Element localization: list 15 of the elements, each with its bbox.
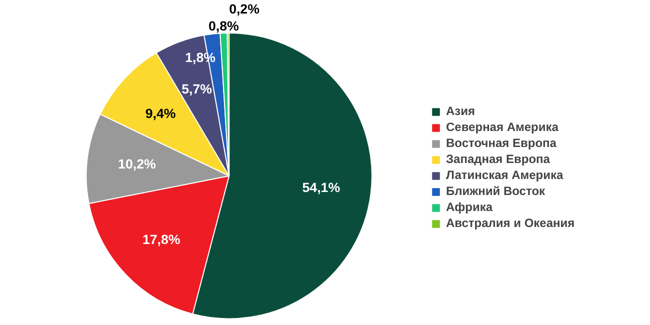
legend-label: Азия (446, 104, 476, 118)
legend-label: Северная Америка (446, 120, 558, 134)
legend-label: Африка (446, 200, 493, 214)
data-label: 5,7% (182, 81, 212, 96)
legend-label: Восточная Европа (446, 136, 556, 150)
data-label: 0,2% (229, 2, 260, 17)
legend-label: Западная Европа (446, 152, 550, 166)
data-label: 17,8% (142, 232, 180, 247)
data-label: 9,4% (145, 106, 176, 121)
data-label: 54,1% (302, 180, 340, 196)
data-label: 0,8% (208, 18, 240, 34)
legend-label: Ближний Восток (446, 184, 546, 198)
legend-label: Латинская Америка (446, 168, 564, 182)
data-label: 10,2% (118, 156, 156, 172)
legend-label: Австралия и Океания (446, 216, 575, 230)
